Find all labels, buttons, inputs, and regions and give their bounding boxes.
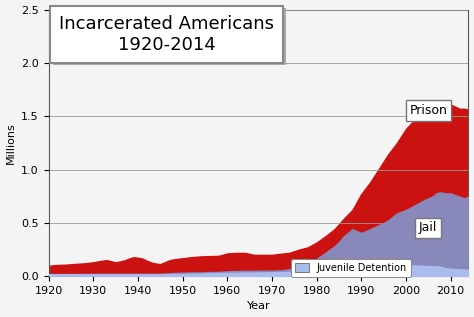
- Text: Prison: Prison: [410, 104, 447, 117]
- X-axis label: Year: Year: [246, 301, 270, 311]
- Text: Incarcerated Americans
1920-2014: Incarcerated Americans 1920-2014: [59, 15, 274, 54]
- Y-axis label: Millions: Millions: [6, 122, 16, 164]
- Text: Incarcerated Americans
1920-2014: Incarcerated Americans 1920-2014: [63, 17, 277, 56]
- Text: Jail: Jail: [419, 221, 438, 234]
- Legend: Juvenile Detention: Juvenile Detention: [291, 259, 411, 277]
